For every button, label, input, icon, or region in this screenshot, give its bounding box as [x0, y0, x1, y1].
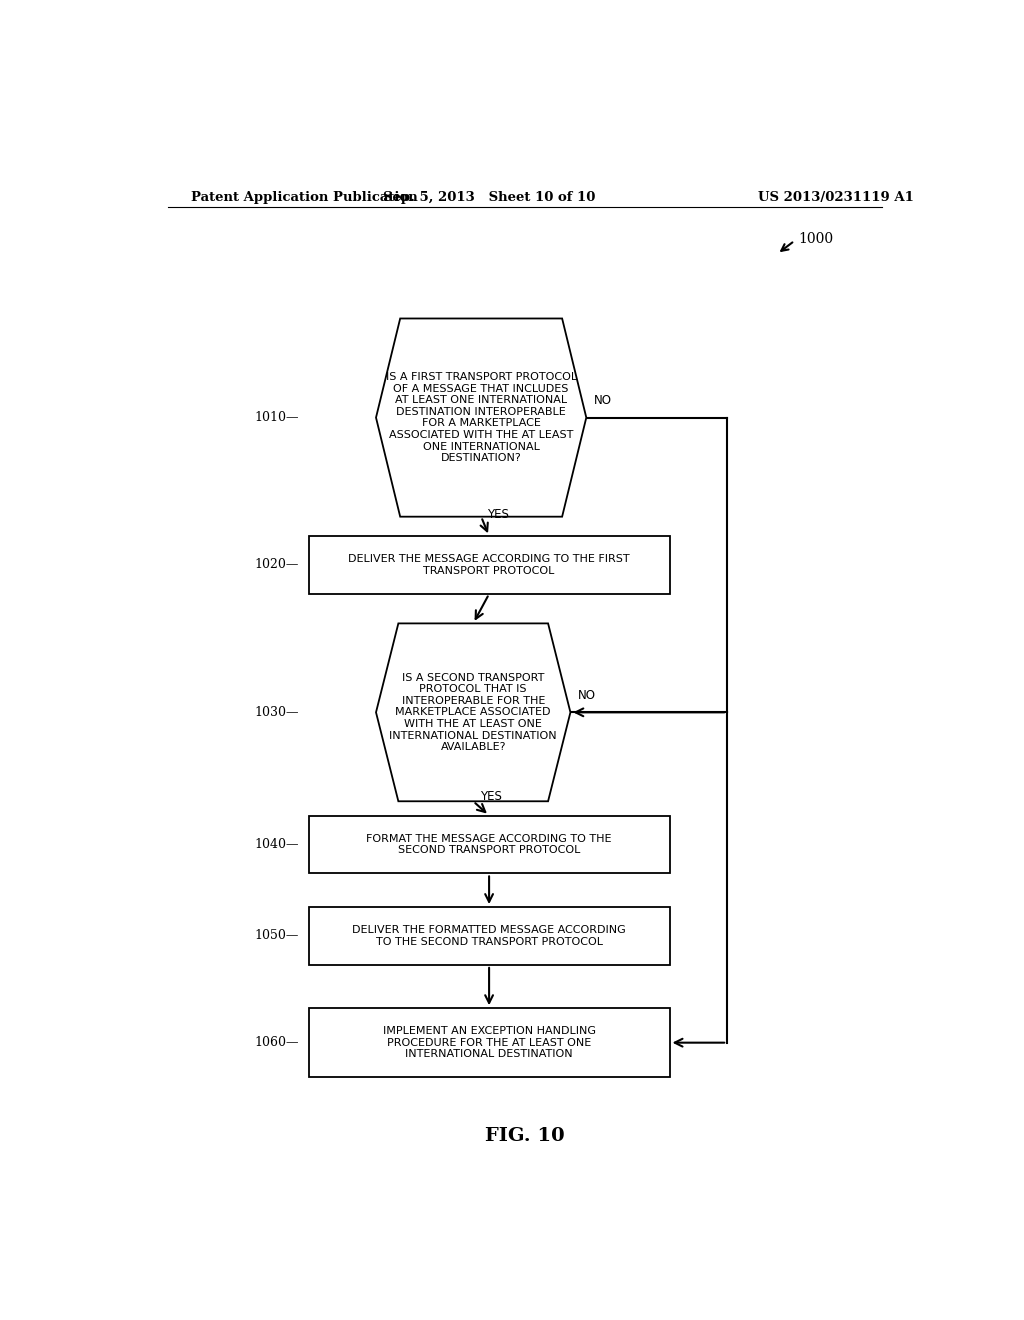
- Bar: [308, 907, 670, 965]
- Text: 1010—: 1010—: [254, 411, 299, 424]
- Text: 1060—: 1060—: [254, 1036, 299, 1049]
- Polygon shape: [376, 318, 587, 516]
- Text: 1030—: 1030—: [254, 706, 299, 719]
- Text: FORMAT THE MESSAGE ACCORDING TO THE
SECOND TRANSPORT PROTOCOL: FORMAT THE MESSAGE ACCORDING TO THE SECO…: [367, 834, 611, 855]
- Text: DELIVER THE MESSAGE ACCORDING TO THE FIRST
TRANSPORT PROTOCOL: DELIVER THE MESSAGE ACCORDING TO THE FIR…: [348, 554, 630, 576]
- Polygon shape: [376, 623, 570, 801]
- Text: 1040—: 1040—: [254, 838, 299, 851]
- Text: US 2013/0231119 A1: US 2013/0231119 A1: [758, 190, 913, 203]
- Text: Sep. 5, 2013   Sheet 10 of 10: Sep. 5, 2013 Sheet 10 of 10: [383, 190, 595, 203]
- Text: IS A SECOND TRANSPORT
PROTOCOL THAT IS
INTEROPERABLE FOR THE
MARKETPLACE ASSOCIA: IS A SECOND TRANSPORT PROTOCOL THAT IS I…: [389, 672, 557, 752]
- Text: YES: YES: [487, 508, 509, 521]
- Text: 1020—: 1020—: [254, 558, 299, 572]
- Bar: [308, 816, 670, 874]
- Text: 1000: 1000: [799, 232, 834, 246]
- Text: IMPLEMENT AN EXCEPTION HANDLING
PROCEDURE FOR THE AT LEAST ONE
INTERNATIONAL DES: IMPLEMENT AN EXCEPTION HANDLING PROCEDUR…: [383, 1026, 596, 1059]
- Text: NO: NO: [579, 689, 596, 702]
- Text: IS A FIRST TRANSPORT PROTOCOL
OF A MESSAGE THAT INCLUDES
AT LEAST ONE INTERNATIO: IS A FIRST TRANSPORT PROTOCOL OF A MESSA…: [386, 372, 577, 463]
- Text: YES: YES: [479, 791, 502, 804]
- Text: NO: NO: [594, 395, 612, 408]
- Text: 1050—: 1050—: [254, 929, 299, 942]
- Bar: [308, 1008, 670, 1077]
- Text: DELIVER THE FORMATTED MESSAGE ACCORDING
TO THE SECOND TRANSPORT PROTOCOL: DELIVER THE FORMATTED MESSAGE ACCORDING …: [352, 925, 626, 946]
- Text: Patent Application Publication: Patent Application Publication: [191, 190, 418, 203]
- Bar: [308, 536, 670, 594]
- Text: FIG. 10: FIG. 10: [485, 1127, 564, 1146]
